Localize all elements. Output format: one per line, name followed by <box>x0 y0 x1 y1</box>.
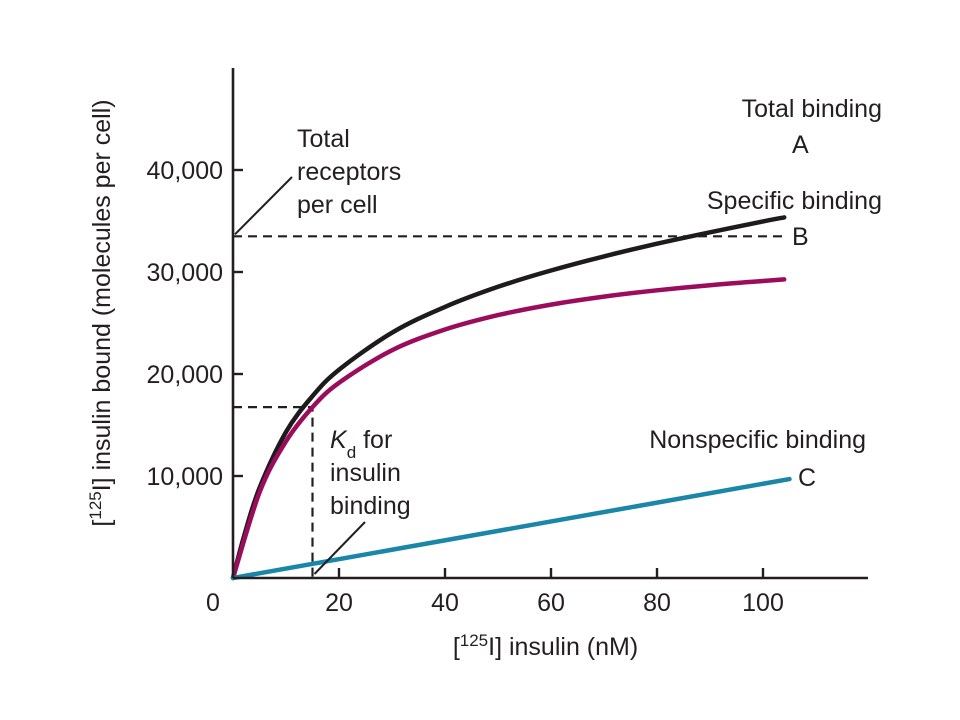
y-tick-label: 10,000 <box>147 463 223 491</box>
series-name-total: Total binding <box>742 95 882 123</box>
kd-label-line-3: binding <box>330 492 411 520</box>
y-ticks: 10,000 20,000 30,000 40,000 <box>147 157 243 491</box>
total-receptors-leader-line <box>234 176 293 236</box>
x-title-post: I] insulin (nM) <box>488 633 638 661</box>
y-axis-title: [125I] insulin bound (molecules per cell… <box>86 99 117 526</box>
series-letter-a: A <box>792 131 809 159</box>
kd-dashed-line <box>233 406 314 578</box>
series-letter-c: C <box>798 464 816 492</box>
series-labels: Total binding A Specific binding B Nonsp… <box>649 95 882 492</box>
x-ticks: 20 40 60 80 100 <box>325 568 784 617</box>
x-title-pre: [ <box>453 633 460 661</box>
y-title-pre: [ <box>88 520 116 527</box>
y-title-post: I] insulin bound (molecules per cell) <box>88 99 116 491</box>
total-receptors-line-1: Total <box>297 125 350 153</box>
kd-leader-line <box>313 521 366 575</box>
nonspecific-binding-curve <box>230 476 792 581</box>
y-tick-label: 40,000 <box>147 157 223 185</box>
series-group <box>230 215 792 581</box>
x-title-sup: 125 <box>460 631 488 650</box>
total-receptors-annotation: Total receptors per cell <box>234 125 401 236</box>
x-tick-label: 60 <box>537 589 565 617</box>
specific-binding-curve <box>230 277 787 581</box>
kd-label-line-1: Kd for <box>330 426 392 462</box>
x-tick-label: 40 <box>431 589 459 617</box>
total-binding-curve <box>230 215 787 581</box>
kd-rest: for <box>356 426 392 454</box>
kd-symbol: K <box>330 426 348 454</box>
y-tick-label: 20,000 <box>147 361 223 389</box>
x-tick-label: 100 <box>742 589 784 617</box>
x-tick-label: 80 <box>643 589 671 617</box>
origin-tick-label: 0 <box>206 589 220 617</box>
x-axis-title: [125I] insulin (nM) <box>453 631 638 662</box>
total-receptors-line-2: receptors <box>297 158 401 186</box>
series-name-specific: Specific binding <box>707 187 882 215</box>
kd-label-line-2: insulin <box>330 459 401 487</box>
y-tick-label: 30,000 <box>147 259 223 287</box>
series-letter-b: B <box>792 223 809 251</box>
kd-annotation: Kd for insulin binding <box>313 426 411 575</box>
kd-subscript: d <box>347 443 356 462</box>
y-title-sup: 125 <box>86 491 105 519</box>
total-receptors-line-3: per cell <box>297 191 378 219</box>
axes: 20 40 60 80 100 10,000 20,000 30,000 40,000 0 <box>147 68 868 617</box>
x-tick-label: 20 <box>325 589 353 617</box>
series-name-nonspecific: Nonspecific binding <box>649 426 866 454</box>
